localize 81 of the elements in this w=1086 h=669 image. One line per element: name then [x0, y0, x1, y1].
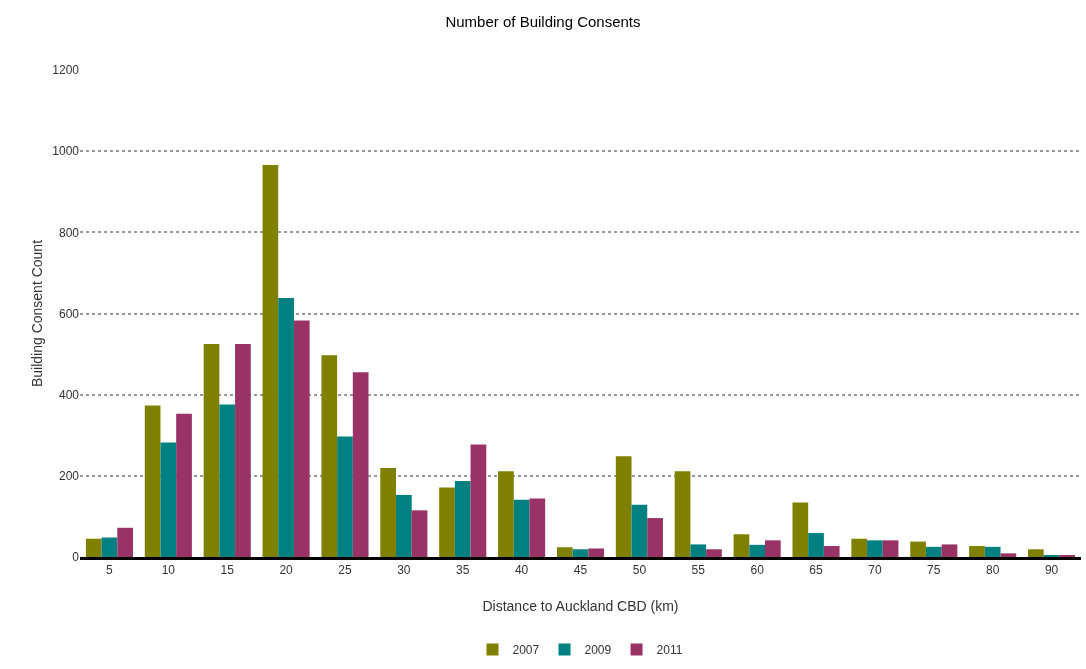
bar [706, 549, 722, 557]
x-tick-label: 80 [986, 563, 1000, 578]
bar [262, 164, 279, 557]
bar [380, 468, 396, 557]
bar [556, 547, 573, 557]
x-tick-label: 5 [106, 563, 114, 578]
x-tick-label: 40 [514, 563, 529, 578]
legend-label: 2011 [656, 643, 683, 658]
bar [749, 544, 765, 557]
bar [117, 527, 133, 557]
x-tick-label: 25 [338, 563, 352, 578]
x-tick-label: 65 [809, 563, 824, 578]
bar [101, 537, 118, 557]
bar [631, 504, 648, 557]
x-tick-label: 15 [220, 563, 235, 578]
y-tick-label: 400 [58, 387, 80, 402]
bar [529, 498, 546, 557]
bar [176, 413, 192, 557]
bar [439, 487, 455, 557]
bar [941, 544, 958, 557]
bar [470, 444, 487, 557]
y-tick-label: 600 [58, 306, 80, 321]
bar [85, 538, 102, 557]
bar [411, 510, 428, 557]
x-tick-label: 45 [573, 563, 588, 578]
bar [588, 548, 605, 557]
bar [352, 372, 369, 557]
bar [513, 499, 530, 557]
bar [882, 540, 899, 557]
bar [647, 518, 663, 557]
bar [572, 549, 589, 557]
bar [278, 298, 294, 557]
bar [293, 320, 310, 557]
bar [1000, 553, 1017, 557]
x-tick-label: 55 [691, 563, 706, 578]
bar [219, 404, 236, 557]
x-tick-label: 35 [456, 563, 470, 578]
x-axis-title: Distance to Auckland CBD (km) [482, 598, 679, 614]
bar [498, 471, 514, 557]
x-tick-label: 10 [161, 563, 176, 578]
bar [203, 343, 220, 557]
bar [851, 538, 868, 557]
bar [1043, 554, 1060, 557]
bar [674, 471, 691, 557]
bar [808, 533, 824, 557]
bar [321, 355, 338, 557]
bar [160, 442, 177, 557]
bar [1059, 554, 1076, 557]
chart-title: Number of Building Consents [445, 13, 641, 31]
bar [733, 534, 750, 557]
bar [396, 494, 412, 557]
y-tick-label: 800 [58, 225, 80, 240]
bar [235, 343, 251, 557]
bar [615, 456, 632, 557]
x-tick-label: 75 [927, 563, 941, 578]
x-tick-label: 50 [632, 563, 647, 578]
bar [910, 541, 926, 557]
x-tick-label: 30 [397, 563, 411, 578]
y-tick-label: 0 [72, 550, 80, 565]
bar [925, 546, 942, 557]
legend-label: 2007 [512, 643, 540, 658]
y-tick-label: 200 [58, 469, 80, 484]
bar [792, 502, 809, 557]
bar [1028, 549, 1044, 557]
x-tick-label: 60 [750, 563, 765, 578]
x-tick-label: 70 [868, 563, 882, 578]
bar [690, 544, 707, 557]
bar [984, 546, 1001, 557]
y-tick-label: 1000 [52, 144, 80, 159]
x-tick-label: 90 [1044, 563, 1059, 578]
y-axis-title: Building Consent Count [29, 239, 45, 388]
x-tick-label: 20 [279, 563, 294, 578]
bar [969, 546, 985, 557]
bar [765, 540, 781, 557]
legend-label: 2009 [584, 643, 612, 658]
y-tick-label: 1200 [52, 63, 80, 78]
bar [337, 436, 353, 557]
bar [867, 540, 883, 557]
bar [144, 405, 161, 557]
bar [454, 481, 471, 557]
bar [823, 546, 840, 557]
